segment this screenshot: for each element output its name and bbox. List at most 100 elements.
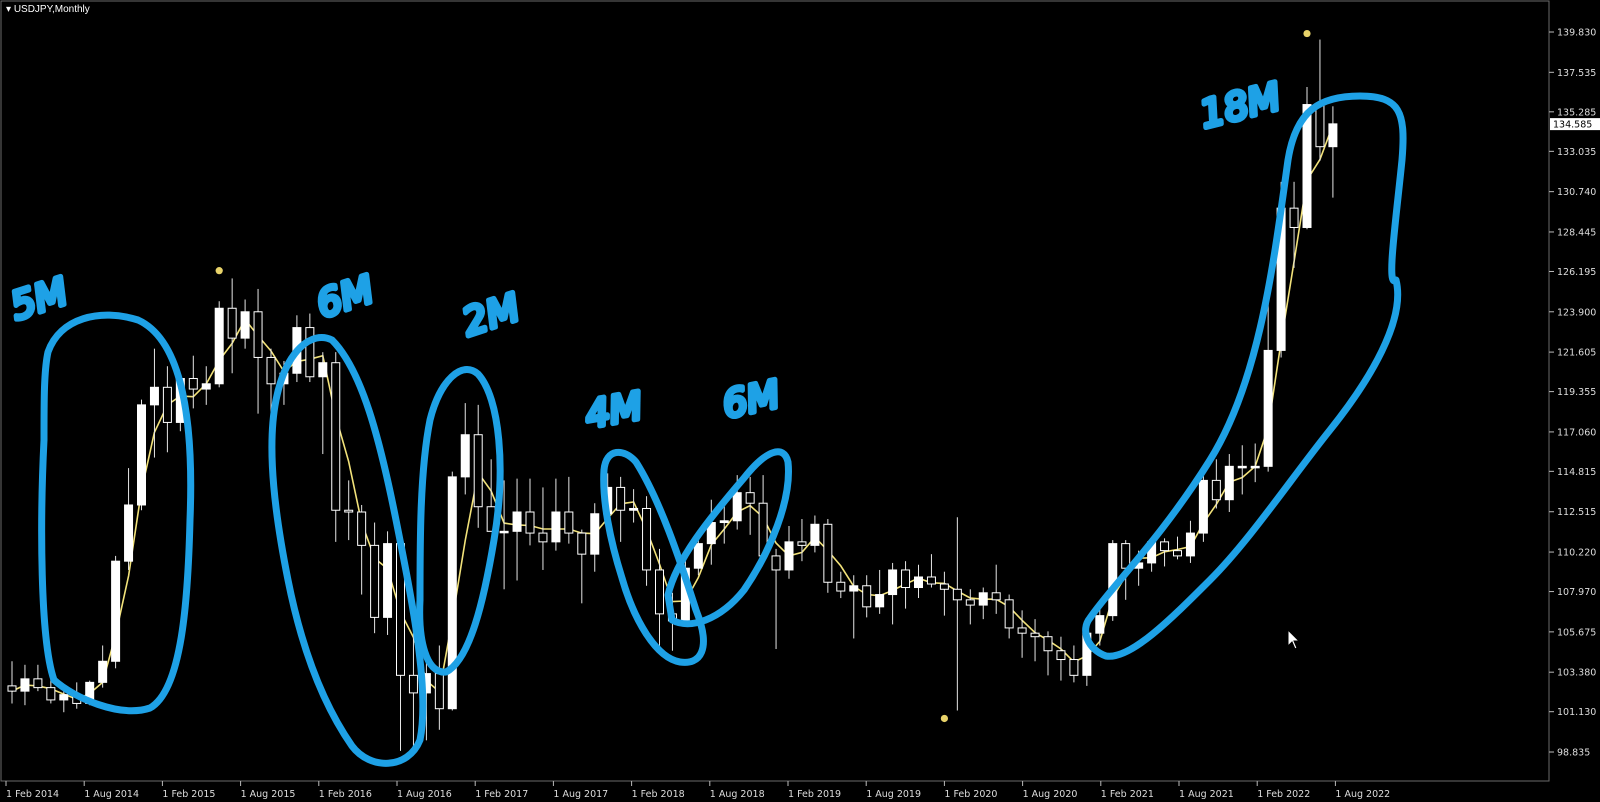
candle-body-bear bbox=[1121, 543, 1131, 569]
candle-body-bull bbox=[551, 511, 561, 543]
candle bbox=[1056, 636, 1066, 681]
candle bbox=[1198, 473, 1208, 542]
candle bbox=[926, 554, 936, 588]
candle-body-bear bbox=[1030, 632, 1040, 638]
price-tick-label: 123.900 bbox=[1557, 307, 1596, 318]
candle-body-bear bbox=[901, 569, 911, 589]
price-tick-label: 110.220 bbox=[1557, 548, 1596, 559]
current-price-label: 134.585 bbox=[1550, 118, 1600, 131]
candle bbox=[1224, 454, 1234, 512]
candle-body-bull bbox=[693, 543, 703, 569]
candle bbox=[862, 575, 872, 618]
candle-body-bear bbox=[1069, 659, 1079, 676]
candle bbox=[978, 587, 988, 620]
candle-body-bear bbox=[1173, 550, 1182, 557]
candle-body-bull bbox=[111, 560, 121, 662]
candle-body-bear bbox=[745, 492, 755, 504]
candle-body-bull bbox=[1224, 465, 1234, 501]
candle-body-bear bbox=[46, 687, 56, 701]
candle-body-bull bbox=[1263, 349, 1273, 467]
price-tick-label: 117.060 bbox=[1557, 427, 1596, 438]
symbol-label[interactable]: ▾ USDJPY,Monthly bbox=[6, 4, 90, 15]
candle bbox=[538, 487, 548, 570]
price-tick-label: 98.835 bbox=[1557, 748, 1590, 759]
annotation-label: 6M bbox=[719, 372, 784, 427]
candle-body-bear bbox=[266, 356, 276, 385]
candle-body-bull bbox=[1237, 465, 1247, 469]
price-tick-label: 101.130 bbox=[1557, 707, 1596, 718]
candle bbox=[629, 489, 639, 523]
candle bbox=[1043, 631, 1053, 676]
candle-body-bull bbox=[98, 660, 108, 683]
candle-body-bear bbox=[926, 576, 936, 585]
candle-body-bull bbox=[447, 476, 457, 710]
candle-body-bear bbox=[577, 532, 587, 555]
candle-body-bear bbox=[823, 523, 833, 583]
candle-body-bear bbox=[836, 581, 846, 592]
candle-body-bear bbox=[525, 511, 535, 534]
candle-body-bull bbox=[499, 530, 509, 534]
price-tick-label: 105.675 bbox=[1557, 627, 1596, 638]
candle-body-bear bbox=[305, 327, 315, 378]
time-tick-label: 1 Aug 2020 bbox=[1023, 789, 1078, 800]
candle-body-bear bbox=[7, 685, 17, 692]
price-tick-label: 126.195 bbox=[1557, 267, 1596, 278]
candle-body-bear bbox=[797, 541, 807, 546]
candle-body-bull bbox=[732, 492, 742, 522]
time-tick-label: 1 Feb 2018 bbox=[632, 789, 685, 800]
candle-body-bear bbox=[370, 544, 380, 618]
candle-body-bear bbox=[434, 673, 444, 710]
candle bbox=[318, 352, 328, 455]
candle bbox=[616, 476, 626, 542]
candle-body-bear bbox=[227, 307, 237, 339]
candle bbox=[1263, 290, 1273, 472]
candle bbox=[745, 476, 755, 535]
candle bbox=[1030, 619, 1040, 662]
time-tick-label: 1 Aug 2014 bbox=[84, 789, 139, 800]
annotation-label: 6M bbox=[311, 267, 379, 326]
candle-body-bull bbox=[1095, 615, 1105, 634]
candle-body-bear bbox=[1056, 650, 1066, 661]
candle bbox=[370, 522, 380, 634]
candle bbox=[305, 313, 315, 383]
mouse-cursor-icon bbox=[1287, 628, 1301, 650]
annotation-loop bbox=[664, 448, 792, 628]
candle-body-bull bbox=[978, 592, 988, 606]
time-tick-label: 1 Feb 2014 bbox=[6, 789, 59, 800]
time-tick-label: 1 Aug 2016 bbox=[397, 789, 452, 800]
time-tick-label: 1 Feb 2019 bbox=[788, 789, 841, 800]
candle bbox=[240, 299, 250, 349]
candle bbox=[1160, 538, 1170, 567]
candle-body-bull bbox=[875, 594, 885, 608]
time-tick-label: 1 Aug 2021 bbox=[1179, 789, 1234, 800]
candle-body-bear bbox=[331, 362, 341, 511]
candle-body-bear bbox=[991, 592, 1001, 601]
candle-body-bull bbox=[888, 569, 898, 596]
price-tick-label: 112.515 bbox=[1557, 507, 1596, 518]
candle bbox=[797, 519, 807, 562]
candle-body-bull bbox=[383, 543, 393, 618]
candle bbox=[1250, 443, 1260, 483]
candle bbox=[823, 519, 833, 593]
candles-layer bbox=[7, 39, 1338, 751]
candle bbox=[188, 355, 198, 409]
candle bbox=[1173, 536, 1182, 560]
candle bbox=[447, 471, 457, 711]
price-axis: 139.830 137.535 135.285 133.035 130.740 128.4… bbox=[1549, 28, 1596, 759]
candle bbox=[7, 661, 17, 704]
annotation-loop bbox=[38, 311, 195, 715]
candle-body-bull bbox=[719, 520, 729, 524]
time-tick-label: 1 Feb 2020 bbox=[944, 789, 997, 800]
candle-body-bear bbox=[538, 532, 548, 543]
candle bbox=[137, 399, 146, 511]
candle bbox=[914, 564, 923, 599]
candle bbox=[434, 645, 444, 730]
candle bbox=[344, 480, 354, 541]
candle-body-bear bbox=[162, 386, 172, 423]
candle-body-bull bbox=[512, 511, 522, 532]
candle bbox=[1069, 645, 1079, 683]
candle bbox=[564, 476, 574, 544]
candle bbox=[331, 352, 341, 542]
